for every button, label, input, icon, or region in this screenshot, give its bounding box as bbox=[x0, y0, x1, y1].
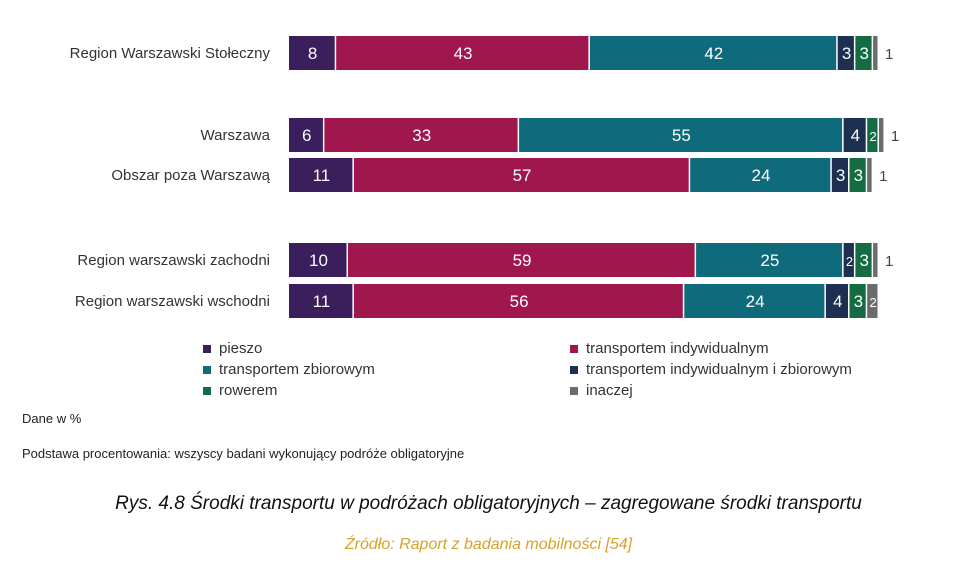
bar-segment bbox=[690, 158, 831, 192]
category-label: Region Warszawski Stołeczny bbox=[70, 45, 271, 62]
data-label: 24 bbox=[752, 166, 771, 185]
bar-segment bbox=[289, 36, 335, 70]
legend-swatch bbox=[203, 365, 211, 374]
legend-item-transportem-indywidualnym-i-zbiorowym: transportem indywidualnym i zbiorowym bbox=[570, 361, 852, 378]
bar-segment bbox=[855, 36, 872, 70]
legend-label: rowerem bbox=[219, 382, 278, 399]
bar-segment bbox=[336, 36, 589, 70]
bar-segment bbox=[825, 284, 848, 318]
legend-swatch bbox=[570, 344, 578, 353]
bar-segment bbox=[837, 36, 854, 70]
data-label: 8 bbox=[308, 44, 317, 63]
legend-item-transportem-zbiorowym: transportem zbiorowym bbox=[203, 361, 375, 378]
legend-swatch bbox=[570, 365, 578, 374]
data-label: 24 bbox=[746, 292, 765, 311]
bar-segment bbox=[849, 158, 866, 192]
legend-swatch bbox=[570, 386, 578, 395]
data-label: 10 bbox=[309, 251, 328, 270]
data-label: 57 bbox=[513, 166, 532, 185]
legend-item-rowerem: rowerem bbox=[203, 382, 277, 399]
bar-segment bbox=[348, 243, 695, 277]
legend-label: transportem indywidualnym i zbiorowym bbox=[586, 361, 852, 378]
data-label: 2 bbox=[869, 129, 876, 144]
data-label: 55 bbox=[672, 126, 691, 145]
bar-segment bbox=[696, 243, 843, 277]
data-label: 3 bbox=[842, 44, 851, 63]
bar-segment bbox=[289, 243, 347, 277]
figure-source: Źródło: Raport z badania mobilności [54] bbox=[344, 536, 633, 553]
bar-segment bbox=[831, 158, 848, 192]
category-label: Obszar poza Warszawą bbox=[111, 167, 270, 184]
legend-item-inaczej: inaczej bbox=[570, 382, 633, 399]
bar-segment bbox=[353, 284, 683, 318]
bar-segment bbox=[353, 158, 689, 192]
data-label: 11 bbox=[313, 166, 331, 185]
base-note: Podstawa procentowania: wszyscy badani w… bbox=[22, 446, 465, 461]
bar-segment bbox=[855, 243, 872, 277]
legend-label: transportem indywidualnym bbox=[586, 340, 769, 357]
data-label: 3 bbox=[854, 166, 863, 185]
category-label: Region warszawski wschodni bbox=[75, 293, 270, 310]
legend-label: pieszo bbox=[219, 340, 263, 357]
bar-segment bbox=[867, 118, 878, 152]
bar-segment bbox=[849, 284, 866, 318]
data-label: 25 bbox=[760, 251, 779, 270]
category-label: Region warszawski zachodni bbox=[77, 252, 270, 269]
data-label: 1 bbox=[879, 168, 887, 185]
unit-note: Dane w % bbox=[22, 411, 82, 426]
bar-segment bbox=[843, 118, 866, 152]
bar-segment bbox=[519, 118, 843, 152]
data-label: 3 bbox=[836, 166, 845, 185]
bar-segment bbox=[684, 284, 825, 318]
legend-swatch bbox=[203, 386, 211, 395]
legend-label: transportem zbiorowym bbox=[219, 361, 375, 378]
stacked-bar-chart: Region Warszawski Stołeczny 8 43 42 3 3 1Warsz… bbox=[70, 36, 899, 318]
bar-segment bbox=[873, 36, 878, 70]
data-label: 43 bbox=[454, 44, 473, 63]
bar-segment bbox=[289, 158, 353, 192]
data-label: 6 bbox=[302, 126, 311, 145]
bar-segment bbox=[867, 284, 878, 318]
bar-segment bbox=[873, 243, 878, 277]
data-label: 3 bbox=[854, 292, 863, 311]
category-label: Warszawa bbox=[201, 127, 271, 144]
legend-item-transportem-indywidualnym: transportem indywidualnym bbox=[570, 340, 769, 357]
bar-segment bbox=[843, 243, 854, 277]
data-label: 3 bbox=[860, 44, 869, 63]
data-label: 11 bbox=[313, 292, 331, 311]
data-label: 33 bbox=[412, 126, 431, 145]
data-label: 56 bbox=[510, 292, 529, 311]
data-label: 2 bbox=[869, 295, 876, 310]
data-label: 3 bbox=[860, 251, 869, 270]
bar-segment bbox=[589, 36, 837, 70]
bar-segment bbox=[289, 284, 353, 318]
figure-caption: Rys. 4.8 Środki transportu w podróżach o… bbox=[115, 493, 862, 514]
data-label: 2 bbox=[846, 254, 853, 269]
legend-item-pieszo: pieszo bbox=[203, 340, 262, 357]
data-label: 1 bbox=[891, 128, 899, 145]
data-label: 1 bbox=[885, 253, 893, 270]
bar-segment bbox=[867, 158, 872, 192]
bar-segment bbox=[324, 118, 518, 152]
data-label: 42 bbox=[704, 44, 723, 63]
data-label: 1 bbox=[885, 46, 893, 63]
data-label: 4 bbox=[851, 126, 860, 145]
legend-swatch bbox=[203, 344, 211, 353]
data-label: 59 bbox=[513, 251, 532, 270]
bar-segment bbox=[289, 118, 323, 152]
data-label: 4 bbox=[833, 292, 842, 311]
bar-segment bbox=[879, 118, 884, 152]
legend-label: inaczej bbox=[586, 382, 633, 399]
